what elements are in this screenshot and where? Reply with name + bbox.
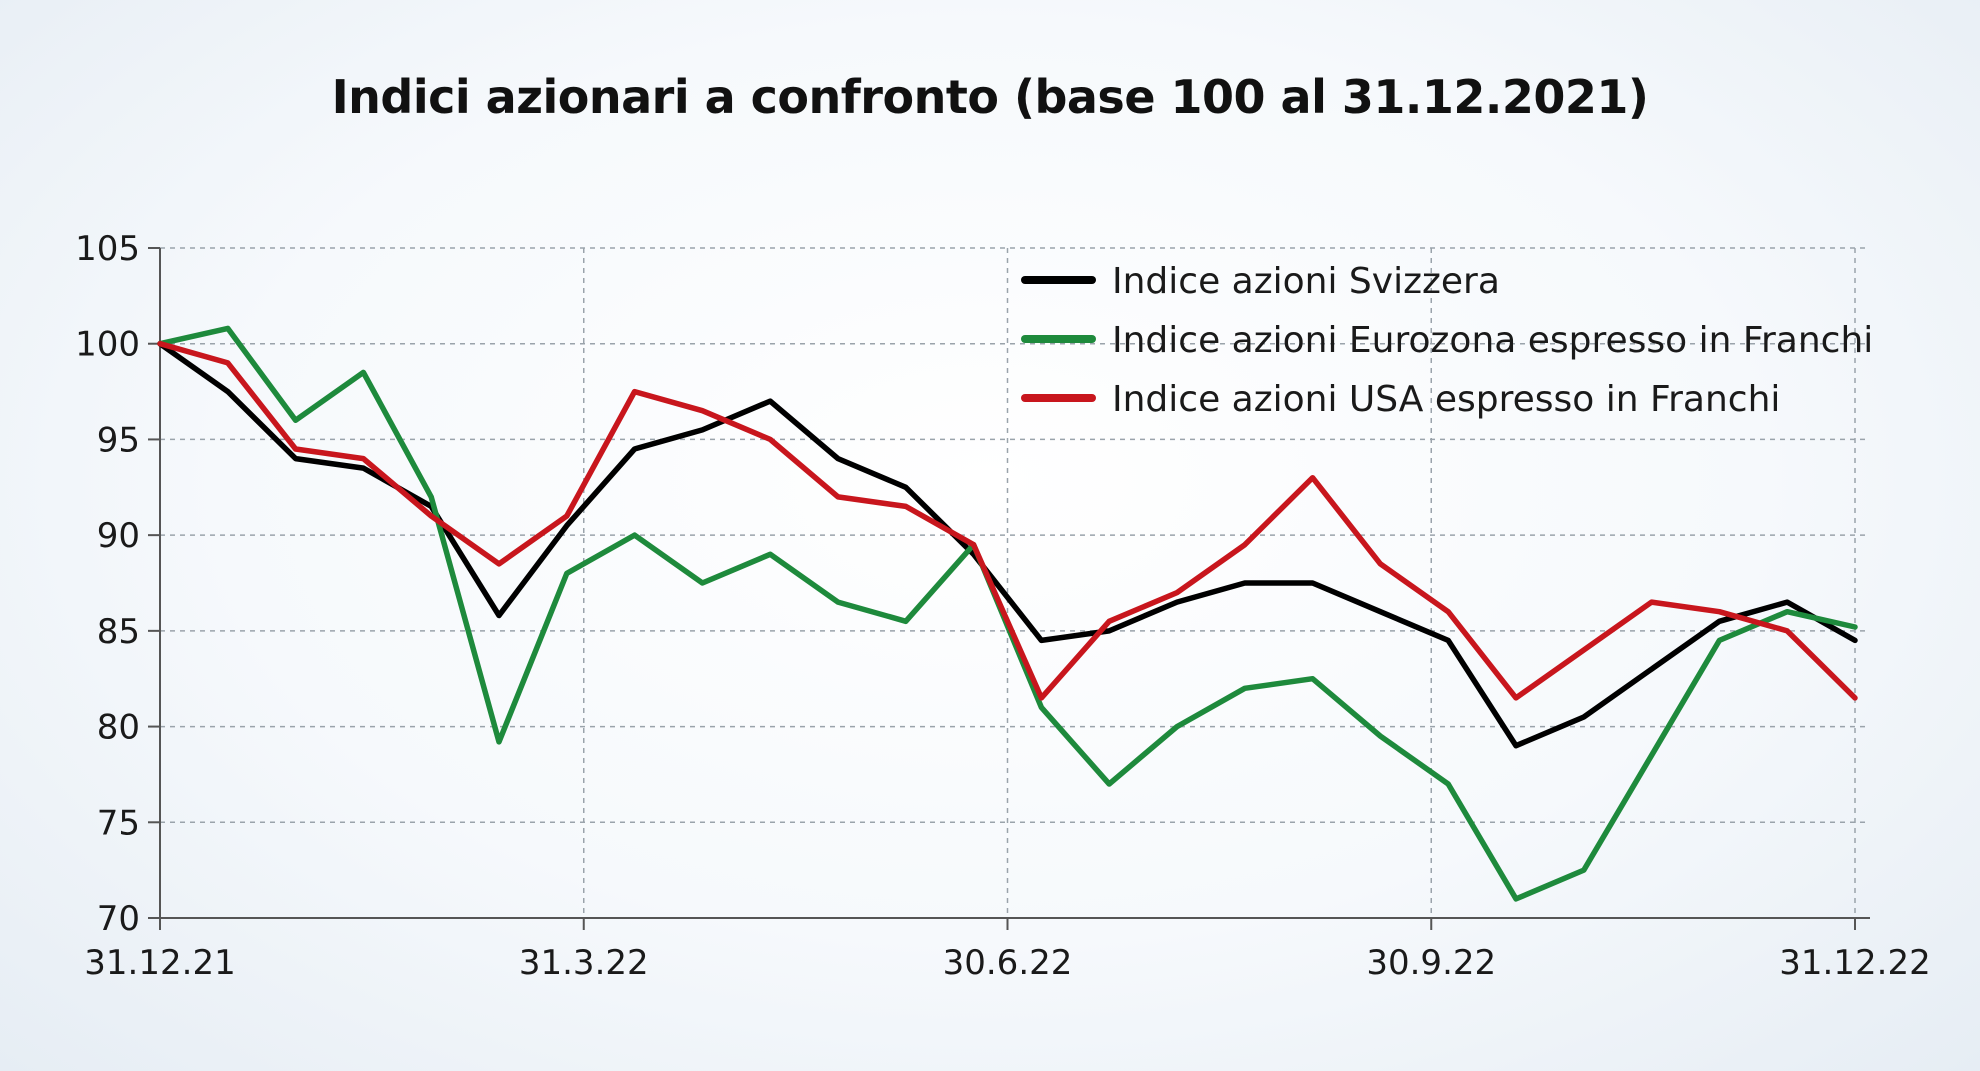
x-tick-label: 31.12.22 [1779,943,1930,983]
y-tick-label: 105 [75,229,140,269]
axes [148,247,1870,930]
x-tick-label: 30.6.22 [943,943,1073,983]
y-tick-label: 90 [97,516,140,556]
x-tick-label: 31.12.21 [84,943,235,983]
y-tick-label: 70 [97,899,140,939]
x-tick-labels: 31.12.21 31.3.22 30.6.22 30.9.22 31.12.22 [84,943,1930,983]
y-tick-labels: 70 75 80 85 90 95 100 105 [75,229,140,939]
y-tick-label: 100 [75,325,140,365]
grid-lines [160,247,1870,918]
legend: Indice azioni Svizzera Indice azioni Euro… [1021,261,1873,420]
series-line-3 [157,340,1858,701]
legend-label: Indice azioni Svizzera [1112,261,1500,302]
y-tick-label: 85 [97,612,140,652]
y-tick-label: 75 [97,803,140,843]
legend-label: Indice azioni Eurozona espresso in Franc… [1112,320,1873,361]
y-tick-label: 80 [97,708,140,748]
y-tick-label: 95 [97,420,140,460]
series-lines [157,325,1858,902]
chart-title: Indici azionari a confronto (base 100 al… [331,70,1649,124]
x-tick-label: 31.3.22 [519,943,649,983]
legend-label: Indice azioni USA espresso in Franchi [1112,379,1780,420]
x-tick-label: 30.9.22 [1366,943,1496,983]
